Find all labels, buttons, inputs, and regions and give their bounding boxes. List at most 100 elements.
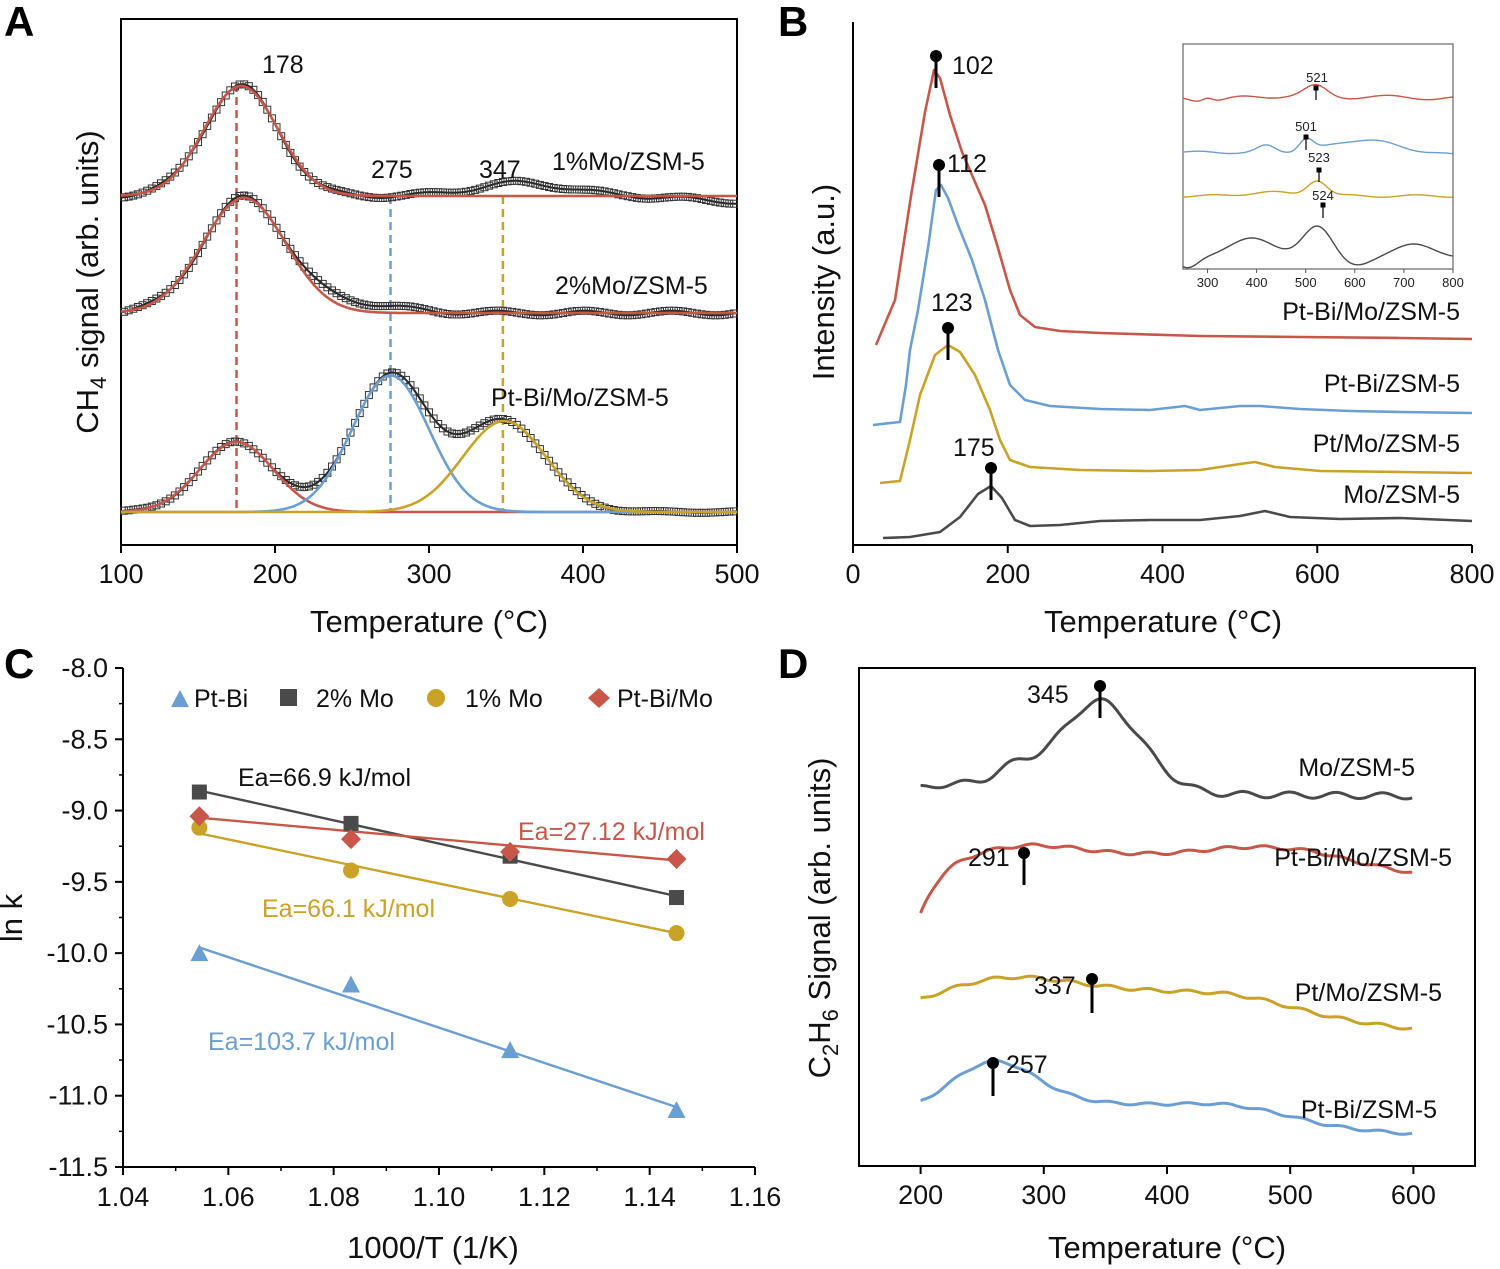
panel-a-symbol-2-260	[517, 424, 526, 433]
panel-a-symbol-2-203	[429, 414, 438, 423]
panel-a-symbol-1-92	[258, 204, 267, 213]
panel-a-symbol-0-392	[720, 199, 729, 208]
panel-a-symbol-1-188	[406, 302, 415, 311]
panel-a-symbol-2-281	[549, 462, 558, 471]
panel-a-symbol-2-248	[498, 415, 507, 423]
panel-d-y-axis-title-sub1: 2	[818, 1044, 843, 1056]
panel-a-symbol-0-350	[656, 194, 664, 203]
panel-c-x-tick-label-6: 1.16	[729, 1182, 782, 1212]
panel-a-symbol-1-251	[503, 307, 512, 316]
panel-a-symbol-0-383	[706, 196, 715, 205]
panel-a-symbol-1-104	[277, 231, 286, 239]
panel-a-symbol-2-41	[180, 483, 189, 492]
panel-a-symbol-1-179	[392, 301, 401, 310]
panel-a-fit-0	[121, 84, 737, 198]
panel-a-symbol-0-242	[489, 180, 498, 189]
panel-a-symbol-1-182	[397, 301, 406, 310]
panel-d-y-axis-title: C2H6 Signal (arb. units)	[802, 758, 843, 1079]
panel-a-symbol-2-284	[554, 468, 563, 477]
panel-a-series-label-2mo: 2%Mo/ZSM-5	[555, 272, 708, 300]
panel-a-symbol-0-311	[595, 186, 604, 195]
panel-a-symbol-0-68	[221, 91, 230, 100]
panel-b-inset-curve-2	[1182, 180, 1453, 198]
panel-c-y-tick-label-7: -11.5	[48, 1152, 108, 1182]
panel-d-peak-label-345: 345	[1027, 681, 1069, 709]
panel-c-points	[189, 784, 687, 1118]
panel-a-symbol-0-227	[466, 186, 475, 195]
panel-a-symbol-0-278	[545, 183, 554, 191]
panel-c-y-ticks: -8.0 -8.5 -9.0 -9.5 -10.0 -10.5 -11.0 -11.5	[46, 653, 123, 1182]
panel-b-inset-label-521: 521	[1306, 70, 1328, 85]
panel-a-symbol-0-2	[120, 193, 129, 202]
panel-c-point-2mo-3	[669, 890, 685, 906]
panel-a-symbol-2-215	[448, 429, 457, 438]
panel-a-symbol-1-269	[531, 311, 540, 320]
panel-a-symbol-1-65	[217, 209, 226, 218]
panel-b-curves	[872, 68, 1473, 540]
panel-a-symbol-1-335	[632, 310, 641, 319]
panel-a-symbol-0-257	[512, 176, 521, 185]
panel-letter-a: A	[4, 0, 34, 45]
panel-d-x-tick-label-2: 400	[1144, 1180, 1189, 1210]
panel-b-peak-label-175: 175	[953, 434, 995, 462]
panel-a-series-label-ptbimo: Pt-Bi/Mo/ZSM-5	[491, 384, 669, 412]
panel-a-symbol-1-296	[572, 307, 581, 315]
panel-a-symbol-0-38	[175, 163, 184, 172]
panel-a-symbol-0-386	[711, 197, 720, 206]
panel-b-inset-x-ticks: 300 400 500 600 700 800	[1197, 269, 1464, 290]
panel-a-symbol-1-143	[337, 291, 346, 300]
panel-a-symbol-2-224	[462, 428, 470, 437]
panel-letter-d: D	[778, 640, 808, 687]
panel-b-x-tick-label-3: 600	[1295, 559, 1340, 589]
panel-c-point-1mo-1	[343, 862, 360, 879]
panel-c-point-ptbimo-2	[500, 841, 521, 862]
panel-c-point-2mo-0	[191, 784, 207, 800]
legend-label-1mo: 1% Mo	[465, 685, 543, 713]
panel-a-symbol-1-365	[679, 307, 688, 316]
panel-b-series-label-ptbimo: Pt-Bi/Mo/ZSM-5	[1282, 298, 1460, 326]
panel-d-curves	[919, 697, 1413, 1136]
panel-b-curve-2	[879, 343, 1473, 485]
panel-a-symbol-2-59	[207, 451, 216, 460]
panel-c-point-ptbimo-3	[666, 849, 687, 869]
panel-b-y-axis-title: Intensity (a.u.)	[806, 184, 841, 380]
panel-d-curve-0	[920, 697, 1413, 801]
panel-c-fit-line-1	[199, 789, 677, 898]
panel-a-symbol-2-152	[351, 418, 360, 427]
panel-a-fit-2-2	[121, 419, 737, 514]
panel-c-point-ptbi-2	[501, 1041, 520, 1059]
panel-d-frame	[858, 667, 1476, 1167]
panel-b-inset-frame	[1182, 43, 1454, 270]
panel-a-symbol-2-164	[369, 383, 378, 392]
panel-a-symbol-1-173	[383, 302, 392, 310]
panel-a-symbol-1-323	[614, 310, 623, 319]
panel-b-inset-label-523: 523	[1308, 150, 1330, 165]
panel-a-exp-trace-0	[120, 83, 738, 205]
panel-a-symbol-1-98	[267, 216, 276, 225]
panel-a-symbol-2-212	[443, 427, 452, 436]
panel-a-symbol-0-98	[267, 114, 276, 123]
panel-c-x-tick-label-2: 1.08	[307, 1182, 360, 1212]
panel-c-ea-2mo: Ea=66.9 kJ/mol	[238, 764, 411, 792]
panel-a-symbol-2-101	[272, 468, 281, 476]
panel-a-symbol-0-296	[572, 185, 581, 194]
panel-a-peak-label-178: 178	[262, 51, 304, 79]
panel-a-x-tick-label-2: 300	[406, 559, 451, 589]
panel-a-symbol-1-167	[374, 302, 383, 311]
panel-c-y-axis-title: ln k	[0, 893, 29, 942]
panel-a-x-tick-label-0: 100	[98, 559, 143, 589]
panel-a-symbol-2-230	[471, 424, 480, 433]
panel-a-symbol-1-35	[170, 281, 179, 289]
panel-a-symbol-1-137	[328, 286, 336, 295]
panel-a-symbol-2-149	[346, 428, 355, 437]
panel-a-symbol-2-155	[355, 409, 364, 418]
panel-a-symbol-0-41	[180, 158, 189, 167]
panel-a-fit-1	[120, 196, 737, 315]
panel-a-symbol-0-389	[716, 198, 725, 207]
panel-a-symbol-0-101	[272, 123, 281, 132]
panel-c-y-tick-label-4: -10.0	[46, 938, 108, 968]
panel-c-fit-line-2	[199, 832, 677, 935]
panel-a-symbol-2-293	[568, 483, 577, 491]
panel-a-symbol-2-113	[291, 481, 299, 490]
panel-a-symbol-2-302	[582, 494, 591, 503]
